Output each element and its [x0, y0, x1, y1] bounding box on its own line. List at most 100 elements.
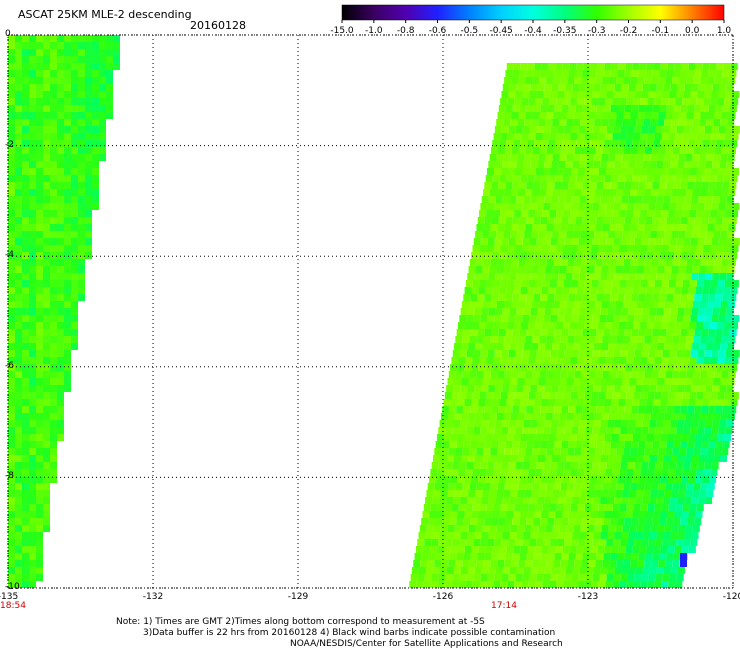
swath-cell-west [57, 42, 64, 49]
swath-cell-east [517, 231, 525, 238]
swath-cell-east [625, 434, 633, 441]
swath-cell-east [551, 420, 559, 427]
swath-cell-east [577, 357, 585, 364]
swath-cell-east [578, 91, 586, 98]
swath-cell-west [29, 399, 36, 406]
swath-cell-east [663, 273, 671, 280]
swath-cell-east [678, 343, 686, 350]
swath-cell-west [29, 448, 36, 455]
swath-cell-west [64, 196, 71, 203]
swath-cell-east [664, 525, 672, 532]
swath-cell-east [547, 329, 555, 336]
swath-cell-east [669, 238, 677, 245]
swath-cell-east [477, 553, 485, 560]
swath-cell-east [721, 259, 729, 266]
swath-cell-east [693, 259, 701, 266]
swath-cell-east [692, 154, 700, 161]
swath-cell-east [675, 98, 683, 105]
swath-cell-west [50, 231, 57, 238]
swath-cell-east [648, 91, 656, 98]
swath-cell-east [622, 525, 630, 532]
swath-cell-east [478, 364, 486, 371]
swath-cell-east [570, 469, 578, 476]
swath-cell-east [724, 392, 732, 399]
swath-cell-east [461, 525, 469, 532]
swath-cell-east [654, 98, 662, 105]
swath-cell-east [585, 462, 593, 469]
swath-cell-east [603, 70, 611, 77]
swath-cell-west [15, 574, 22, 581]
swath-cell-west [36, 63, 43, 70]
swath-cell-east [619, 245, 627, 252]
swath-cell-east [545, 490, 553, 497]
swath-cell-east [523, 567, 531, 574]
swath-cell-east [644, 259, 652, 266]
swath-cell-east [648, 315, 656, 322]
swath-cell-east [527, 287, 535, 294]
swath-cell-west [22, 420, 29, 427]
swath-cell-east [489, 266, 497, 273]
swath-cell-east [536, 539, 544, 546]
swath-cell-east [509, 308, 517, 315]
swath-cell-east [611, 546, 619, 553]
swath-cell-east [474, 567, 482, 574]
swath-cell-east [465, 322, 473, 329]
swath-cell-east [624, 182, 632, 189]
swath-cell-east [549, 98, 557, 105]
swath-cell-west [50, 357, 57, 364]
swath-cell-east [682, 392, 690, 399]
swath-cell-west [64, 161, 71, 168]
swath-cell-east [673, 441, 681, 448]
swath-cell-east [681, 546, 689, 553]
swath-cell-east [505, 217, 513, 224]
swath-cell-west [8, 385, 15, 392]
swath-cell-east [589, 441, 597, 448]
swath-cell-east [535, 357, 543, 364]
swath-cell-east [635, 497, 643, 504]
swath-cell-east [675, 581, 683, 588]
swath-cell-east [613, 315, 621, 322]
swath-cell-east [573, 525, 581, 532]
swath-cell-east [676, 315, 684, 322]
swath-cell-east [611, 511, 619, 518]
swath-cell-east [651, 147, 659, 154]
swath-cell-east [700, 259, 708, 266]
swath-cell-east [512, 406, 520, 413]
swath-cell-east [569, 287, 577, 294]
swath-cell-east [599, 126, 607, 133]
swath-cell-east [552, 266, 560, 273]
swath-cell-east [673, 518, 681, 525]
swath-cell-east [535, 245, 543, 252]
swath-cell-west [57, 147, 64, 154]
swath-cell-east [457, 546, 465, 553]
swath-cell-east [465, 504, 473, 511]
swath-cell-east [420, 560, 428, 567]
swath-cell-east [581, 448, 589, 455]
swath-cell-east [524, 490, 532, 497]
swath-cell-west [64, 189, 71, 196]
swath-cell-east [713, 455, 721, 462]
swath-cell-east [720, 231, 728, 238]
swath-cell-west [29, 91, 36, 98]
swath-cell-east [575, 294, 583, 301]
swath-cell-east [679, 112, 687, 119]
swath-cell-east [471, 476, 479, 483]
swath-cell-east [455, 483, 463, 490]
swath-cell-east [714, 147, 722, 154]
swath-cell-east [662, 91, 670, 98]
swath-cell-east [602, 147, 610, 154]
swath-cell-east [657, 343, 665, 350]
swath-cell-east [560, 224, 568, 231]
swath-cell-east [671, 378, 679, 385]
swath-cell-east [643, 378, 651, 385]
swath-cell-east [561, 70, 569, 77]
swath-cell-west [22, 329, 29, 336]
swath-cell-east [626, 469, 634, 476]
swath-cell-east [695, 140, 703, 147]
swath-cell-east [508, 315, 516, 322]
swath-cell-east [595, 483, 603, 490]
swath-cell-west [78, 84, 85, 91]
swath-cell-east [520, 140, 528, 147]
swath-cell-west [43, 483, 50, 490]
swath-cell-east [675, 245, 683, 252]
